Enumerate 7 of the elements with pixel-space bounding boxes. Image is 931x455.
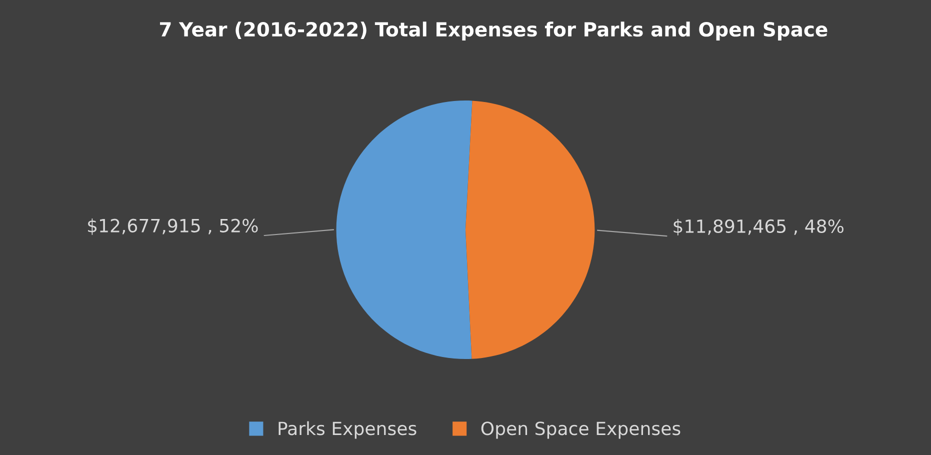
data-label: $12,677,915 , 52% (88, 218, 258, 235)
legend-label: Open Space Expenses (481, 422, 680, 439)
chart-title: 7 Year (2016-2022) Total Expenses for Parks and Open Space (160, 22, 828, 40)
pie-slice (466, 100, 595, 359)
pie-slice (336, 100, 472, 359)
data-label: $11,891,465 , 48% (674, 219, 844, 236)
legend-label: Parks Expenses (278, 421, 416, 439)
